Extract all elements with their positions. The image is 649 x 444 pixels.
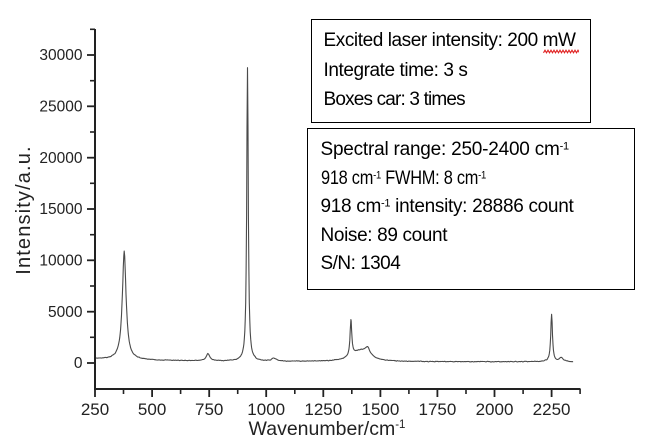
svg-text:500: 500 [138,400,166,419]
svg-text:0: 0 [74,355,83,372]
svg-text:2000: 2000 [476,400,514,419]
svg-text:1750: 1750 [418,400,456,419]
svg-text:30000: 30000 [39,47,82,64]
svg-text:25000: 25000 [39,99,82,116]
svg-text:20000: 20000 [39,150,82,167]
svg-text:15000: 15000 [39,201,82,218]
svg-text:1500: 1500 [361,400,399,419]
svg-text:Wavenumber/cm-1: Wavenumber/cm-1 [249,418,406,440]
svg-text:1000: 1000 [247,400,285,419]
svg-text:1250: 1250 [304,400,342,419]
svg-text:10000: 10000 [39,253,82,270]
svg-text:2250: 2250 [533,400,571,419]
svg-text:5000: 5000 [48,304,83,321]
svg-text:750: 750 [195,400,223,419]
svg-text:Intensity/a.u.: Intensity/a.u. [13,145,35,275]
svg-text:250: 250 [81,400,109,419]
